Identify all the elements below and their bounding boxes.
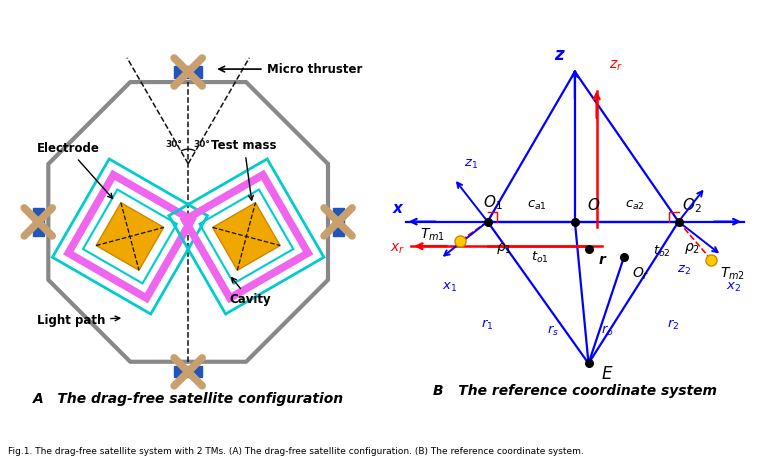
Text: $r_1$: $r_1$ xyxy=(482,318,494,333)
Text: $z_1$: $z_1$ xyxy=(465,158,478,171)
Text: $r_2$: $r_2$ xyxy=(667,318,679,333)
Text: $x_r$: $x_r$ xyxy=(390,242,406,256)
Text: A   The drag-free satellite configuration: A The drag-free satellite configuration xyxy=(32,393,344,407)
Text: $t_{o1}$: $t_{o1}$ xyxy=(531,250,548,265)
Text: $E$: $E$ xyxy=(601,365,614,383)
Polygon shape xyxy=(174,66,202,77)
Text: $\rho_1$: $\rho_1$ xyxy=(496,241,512,256)
Text: $O$: $O$ xyxy=(588,197,601,213)
Text: 30°: 30° xyxy=(194,140,210,149)
Text: Cavity: Cavity xyxy=(229,278,270,306)
Text: Light path: Light path xyxy=(37,314,120,327)
Text: 30°: 30° xyxy=(166,140,183,149)
Text: $T_{m2}$: $T_{m2}$ xyxy=(720,265,746,282)
Text: $t_{o2}$: $t_{o2}$ xyxy=(654,244,671,259)
Text: $O_1$: $O_1$ xyxy=(483,193,503,212)
Text: B   The reference coordinate system: B The reference coordinate system xyxy=(433,384,717,398)
Text: Micro thruster: Micro thruster xyxy=(266,63,362,76)
Text: $c_{a1}$: $c_{a1}$ xyxy=(527,199,547,212)
Text: $T_{m1}$: $T_{m1}$ xyxy=(421,227,445,244)
Polygon shape xyxy=(213,203,280,270)
Text: $r_s$: $r_s$ xyxy=(547,324,559,338)
Text: Test mass: Test mass xyxy=(211,139,277,200)
Text: $r_o$: $r_o$ xyxy=(601,324,614,338)
Text: $z_r$: $z_r$ xyxy=(609,59,623,73)
Text: r: r xyxy=(599,253,606,267)
Text: $z_2$: $z_2$ xyxy=(677,264,691,277)
Text: $\rho_2$: $\rho_2$ xyxy=(684,241,700,256)
Text: $O_r$: $O_r$ xyxy=(631,265,649,282)
Polygon shape xyxy=(96,203,164,270)
Polygon shape xyxy=(174,366,202,377)
Text: $c_{a2}$: $c_{a2}$ xyxy=(625,199,645,212)
Text: Electrode: Electrode xyxy=(37,142,112,198)
Text: Fig.1. The drag-free satellite system with 2 TMs. (A) The drag-free satellite co: Fig.1. The drag-free satellite system wi… xyxy=(8,447,584,456)
Text: $x_2$: $x_2$ xyxy=(726,281,740,294)
Text: x: x xyxy=(392,201,402,216)
Text: $x_1$: $x_1$ xyxy=(442,281,457,294)
Text: z: z xyxy=(554,46,564,64)
Text: $O_2$: $O_2$ xyxy=(682,196,702,215)
Polygon shape xyxy=(33,208,44,236)
Polygon shape xyxy=(333,208,343,236)
